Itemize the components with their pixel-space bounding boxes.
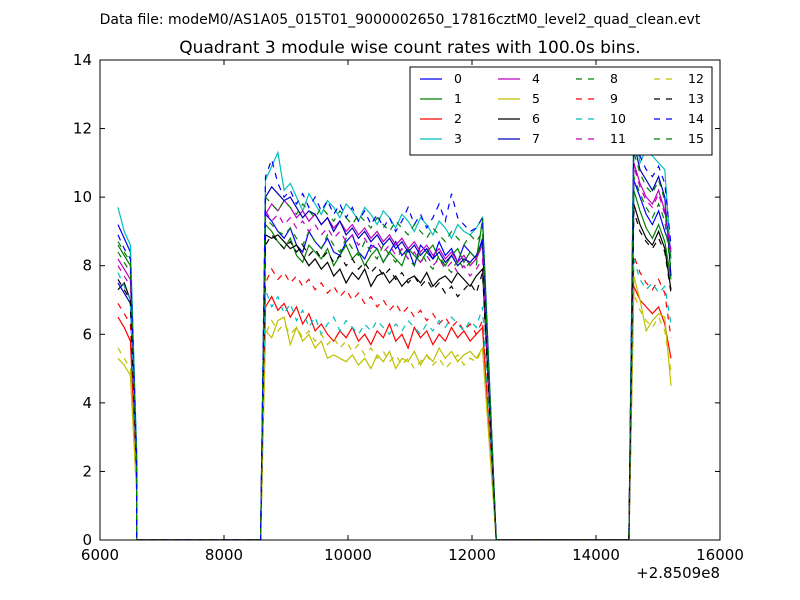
y-tick-label: 4 bbox=[82, 394, 92, 412]
y-tick-label: 14 bbox=[73, 51, 92, 69]
legend-label-0: 0 bbox=[454, 71, 462, 86]
x-axis-offset-label: +2.8509e8 bbox=[636, 564, 720, 582]
legend-label-3: 3 bbox=[454, 131, 462, 146]
x-tick-label: 16000 bbox=[696, 546, 744, 564]
legend-label-7: 7 bbox=[532, 131, 540, 146]
legend-label-8: 8 bbox=[610, 71, 618, 86]
x-tick-label: 6000 bbox=[81, 546, 119, 564]
x-tick-label: 12000 bbox=[448, 546, 496, 564]
legend-label-14: 14 bbox=[688, 111, 704, 126]
legend-label-6: 6 bbox=[532, 111, 540, 126]
legend-label-12: 12 bbox=[688, 71, 704, 86]
legend-label-2: 2 bbox=[454, 111, 462, 126]
legend-label-11: 11 bbox=[610, 131, 626, 146]
series-line-7 bbox=[117, 142, 672, 540]
x-tick-label: 10000 bbox=[324, 546, 372, 564]
plot-area-frame bbox=[99, 59, 721, 541]
legend-box bbox=[409, 66, 713, 156]
legend-label-15: 15 bbox=[688, 131, 704, 146]
y-tick-label: 2 bbox=[82, 462, 92, 480]
series-line-14 bbox=[117, 128, 672, 540]
series-layer bbox=[117, 121, 672, 540]
x-tick-label: 8000 bbox=[205, 546, 243, 564]
legend-label-13: 13 bbox=[688, 91, 704, 106]
y-tick-label: 6 bbox=[82, 325, 92, 343]
series-line-6 bbox=[117, 203, 672, 540]
series-line-5 bbox=[117, 275, 672, 540]
series-line-10 bbox=[117, 258, 672, 540]
chart-suptitle: Data file: modeM0/AS1A05_015T01_90000026… bbox=[100, 12, 701, 28]
y-tick-label: 10 bbox=[73, 188, 92, 206]
series-line-8 bbox=[117, 176, 672, 540]
series-line-9 bbox=[117, 255, 672, 540]
series-line-12 bbox=[117, 292, 672, 540]
series-line-3 bbox=[117, 121, 672, 540]
series-line-11 bbox=[117, 166, 672, 540]
legend-label-9: 9 bbox=[610, 91, 618, 106]
legend-label-4: 4 bbox=[532, 71, 540, 86]
y-tick-label: 0 bbox=[82, 531, 92, 549]
x-tick-label: 14000 bbox=[572, 546, 620, 564]
chart-title: Quadrant 3 module wise count rates with … bbox=[179, 38, 640, 58]
series-line-15 bbox=[117, 152, 672, 540]
legend-label-1: 1 bbox=[454, 91, 462, 106]
y-tick-label: 8 bbox=[82, 257, 92, 275]
series-line-0 bbox=[117, 179, 672, 540]
legend-label-10: 10 bbox=[610, 111, 626, 126]
series-line-2 bbox=[117, 286, 672, 540]
y-tick-label: 12 bbox=[73, 120, 92, 138]
legend-label-5: 5 bbox=[532, 91, 540, 106]
series-line-4 bbox=[117, 162, 672, 540]
series-line-13 bbox=[117, 210, 672, 540]
